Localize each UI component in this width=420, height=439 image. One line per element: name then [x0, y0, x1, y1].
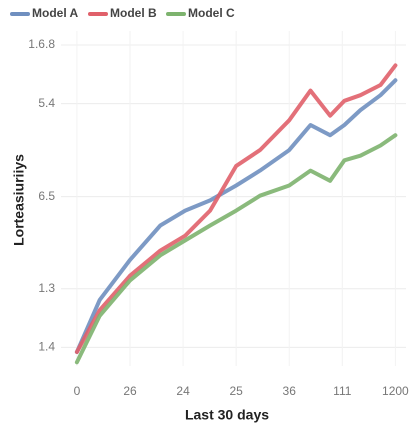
y-tick-label: 1.3 [38, 281, 55, 295]
x-tick-label: 111 [333, 384, 352, 398]
legend-label: Model A [32, 6, 79, 20]
y-tick-label: 6.5 [38, 189, 55, 203]
series-line [74, 133, 398, 365]
x-tick-label: 25 [229, 384, 243, 398]
legend-label: Model C [188, 6, 235, 20]
series-line [74, 78, 398, 354]
x-tick-label: 36 [283, 384, 297, 398]
y-tick-label: 5.4 [38, 96, 55, 110]
series-line [74, 63, 398, 354]
y-tick-label: 1.6.8 [28, 37, 55, 51]
y-tick-label: 1.4 [38, 340, 55, 354]
x-tick-label: 24 [176, 384, 190, 398]
x-tick-label: 0 [74, 384, 81, 398]
x-tick-label: 1200 [382, 384, 409, 398]
x-axis-title: Last 30 days [185, 407, 269, 423]
x-tick-label: 26 [123, 384, 137, 398]
legend-label: Model B [110, 6, 157, 20]
y-axis-title: Lorteasiuriiys [11, 154, 27, 246]
